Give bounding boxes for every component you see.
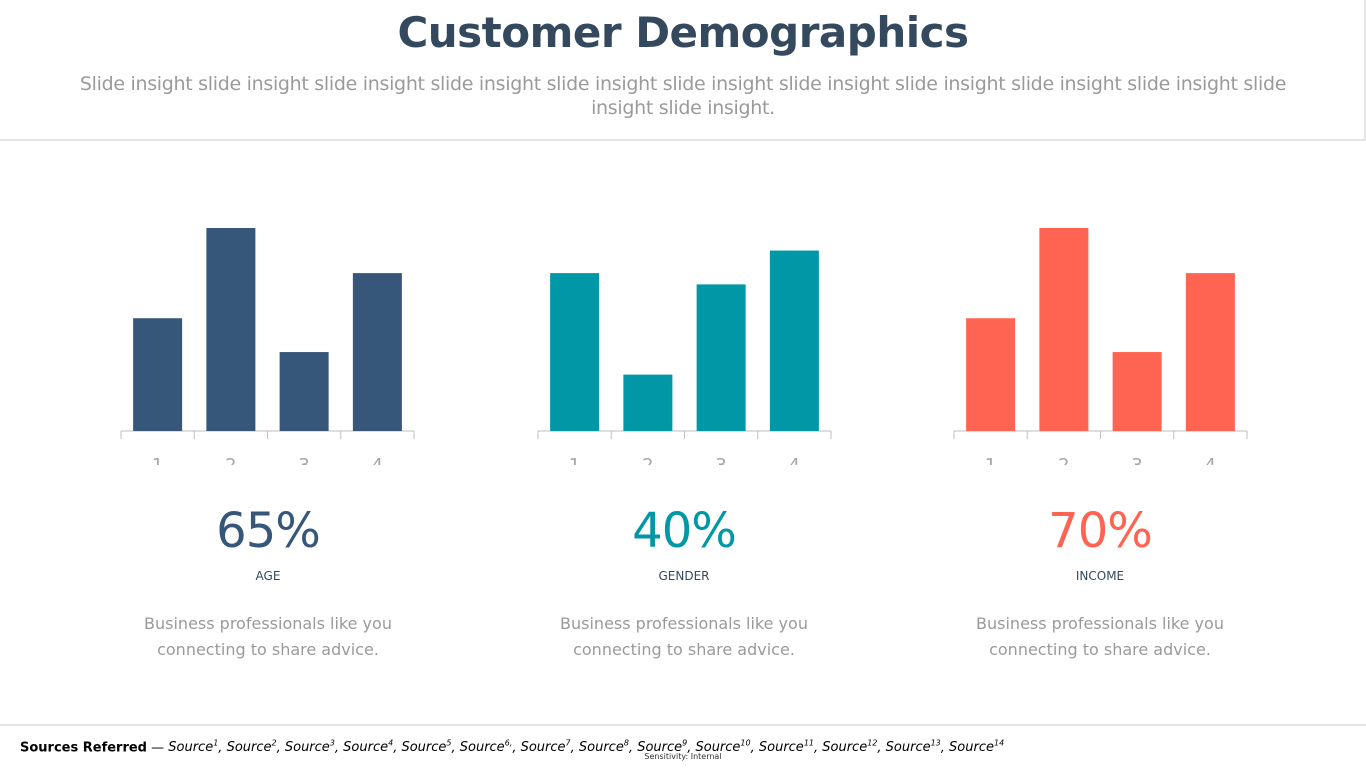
source-item: Source6, bbox=[459, 739, 513, 756]
bar-1 bbox=[966, 318, 1016, 431]
stat-gender: 40% GENDER Business professionals like y… bbox=[534, 503, 834, 663]
chart-2: 1234 bbox=[537, 250, 832, 476]
chart-1: 1234 bbox=[120, 228, 415, 476]
footer-divider bbox=[0, 724, 1366, 726]
sources-list: Source1, Source2, Source3, Source4, Sour… bbox=[168, 739, 1005, 756]
chart-3: 1234 bbox=[953, 228, 1248, 476]
source-item: Source8 bbox=[578, 739, 629, 756]
label-clip bbox=[0, 465, 1366, 505]
source-item: Source11 bbox=[758, 739, 814, 756]
source-item: Source3 bbox=[284, 739, 335, 756]
source-item: Source9 bbox=[637, 739, 688, 756]
sources-dash: — bbox=[147, 740, 169, 756]
stat-gender-value: 40% bbox=[632, 503, 737, 559]
stat-income-label: INCOME bbox=[1075, 569, 1125, 583]
source-item: Source12 bbox=[822, 739, 878, 756]
bar-1 bbox=[550, 273, 600, 431]
source-item: Source4 bbox=[343, 739, 394, 756]
source-item: Source13 bbox=[885, 739, 941, 756]
stat-age-description: Business professionals like you connecti… bbox=[144, 614, 392, 659]
source-item: Source5 bbox=[401, 739, 452, 756]
bar-3 bbox=[696, 284, 746, 431]
source-item: Source14 bbox=[949, 739, 1005, 756]
bar-3 bbox=[279, 352, 329, 431]
bar-2 bbox=[1039, 228, 1089, 431]
stat-age-value: 65% bbox=[216, 503, 321, 559]
bar-4 bbox=[769, 250, 819, 431]
bar-2 bbox=[623, 374, 673, 431]
stat-income-value: 70% bbox=[1048, 503, 1153, 559]
source-item: Source2 bbox=[226, 739, 277, 756]
page-title: Customer Demographics bbox=[397, 8, 969, 57]
stat-gender-description: Business professionals like you connecti… bbox=[560, 614, 808, 659]
stat-income: 70% INCOME Business professionals like y… bbox=[950, 503, 1250, 663]
source-item: Source10 bbox=[695, 739, 751, 756]
header-divider bbox=[0, 139, 1366, 141]
stat-income-description: Business professionals like you connecti… bbox=[976, 614, 1224, 659]
bar-3 bbox=[1112, 352, 1162, 431]
stat-gender-label: GENDER bbox=[658, 569, 710, 583]
bar-4 bbox=[352, 273, 402, 431]
bar-2 bbox=[206, 228, 256, 431]
slide-insight: Slide insight slide insight slide insigh… bbox=[79, 73, 1287, 119]
bar-1 bbox=[133, 318, 183, 431]
source-item: Source1 bbox=[168, 739, 219, 756]
bar-4 bbox=[1185, 273, 1235, 431]
stat-age-label: AGE bbox=[255, 569, 281, 583]
sources-referred: Sources Referred — Source1, Source2, Sou… bbox=[20, 739, 1350, 755]
sensitivity-label: Sensitivity: Internal bbox=[644, 752, 722, 761]
source-item: Source7 bbox=[520, 739, 571, 756]
stat-age: 65% AGE Business professionals like you … bbox=[118, 503, 418, 663]
slide-edge bbox=[1364, 0, 1366, 140]
sources-heading: Sources Referred bbox=[20, 740, 147, 756]
